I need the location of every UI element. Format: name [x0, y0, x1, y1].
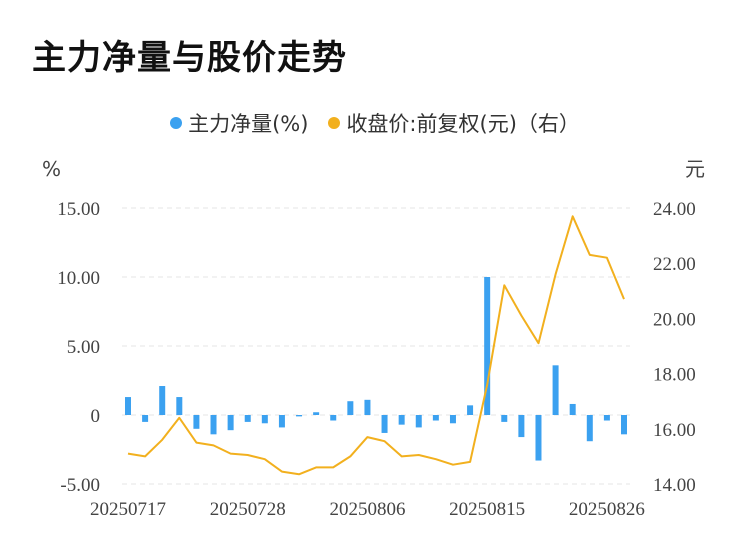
bar[interactable]: [569, 403, 576, 415]
legend-item-net-flow[interactable]: 主力净量(%): [170, 108, 308, 138]
bar[interactable]: [176, 397, 183, 415]
x-tick-label: 20250826: [569, 499, 645, 520]
legend-label: 主力净量(%): [188, 112, 309, 136]
right-tick-label: 14.00: [653, 475, 696, 496]
bar[interactable]: [261, 415, 268, 424]
line-series: [127, 215, 625, 476]
legend-dot-icon: [170, 117, 183, 129]
bar[interactable]: [193, 415, 200, 429]
bar[interactable]: [398, 415, 405, 425]
left-tick-label: -5.00: [60, 475, 100, 496]
right-tick-label: 22.00: [653, 254, 696, 275]
bar[interactable]: [330, 415, 337, 421]
bar[interactable]: [142, 415, 149, 422]
bar[interactable]: [347, 401, 354, 415]
close-price-line[interactable]: [127, 215, 625, 476]
left-tick-label: 0: [91, 406, 101, 427]
legend-item-close-price[interactable]: 收盘价:前复权(元)（右）: [328, 108, 580, 138]
right-tick-label: 18.00: [653, 365, 696, 386]
bar-series: [125, 277, 627, 461]
right-tick-label: 20.00: [653, 309, 696, 330]
bar[interactable]: [501, 415, 508, 422]
bar[interactable]: [535, 415, 542, 461]
bar[interactable]: [227, 415, 234, 431]
bar[interactable]: [125, 397, 131, 415]
bar[interactable]: [432, 415, 439, 421]
x-tick-label: 20250806: [329, 499, 405, 520]
legend-dot-icon: [328, 117, 341, 129]
x-axis: 20250717 20250728 20250806 20250815 20250826: [90, 499, 645, 520]
bar[interactable]: [484, 277, 491, 415]
bar[interactable]: [159, 386, 166, 415]
bar[interactable]: [381, 415, 388, 433]
left-tick-label: 15.00: [57, 199, 100, 220]
bar[interactable]: [621, 415, 627, 435]
legend: 主力净量(%) 收盘价:前复权(元)（右）: [0, 108, 750, 138]
legend-label: 收盘价:前复权(元)（右）: [346, 112, 580, 136]
right-tick-label: 24.00: [653, 199, 696, 220]
bar[interactable]: [210, 415, 217, 435]
bar[interactable]: [313, 412, 320, 415]
bar[interactable]: [603, 415, 610, 421]
bar[interactable]: [467, 405, 474, 415]
grid-lines: [122, 207, 630, 485]
chart-title: 主力净量与股价走势: [32, 38, 347, 78]
x-tick-label: 20250717: [90, 499, 166, 520]
bar[interactable]: [244, 415, 251, 422]
bar[interactable]: [296, 415, 303, 417]
right-axis: 24.00 22.00 20.00 18.00 16.00 14.00: [653, 199, 696, 496]
left-axis: 15.00 10.00 5.00 0 -5.00: [57, 199, 100, 496]
bar[interactable]: [552, 365, 559, 415]
right-tick-label: 16.00: [653, 420, 696, 441]
left-axis-unit: %: [42, 157, 61, 181]
bar[interactable]: [586, 415, 593, 442]
bar[interactable]: [449, 415, 456, 424]
left-tick-label: 5.00: [67, 337, 100, 358]
left-tick-label: 10.00: [57, 268, 100, 289]
x-tick-label: 20250728: [210, 499, 286, 520]
x-tick-label: 20250815: [449, 499, 525, 520]
bar[interactable]: [518, 415, 525, 438]
right-axis-unit: 元: [685, 157, 705, 181]
bar[interactable]: [278, 415, 285, 428]
bar[interactable]: [415, 415, 422, 428]
bar[interactable]: [364, 399, 371, 415]
